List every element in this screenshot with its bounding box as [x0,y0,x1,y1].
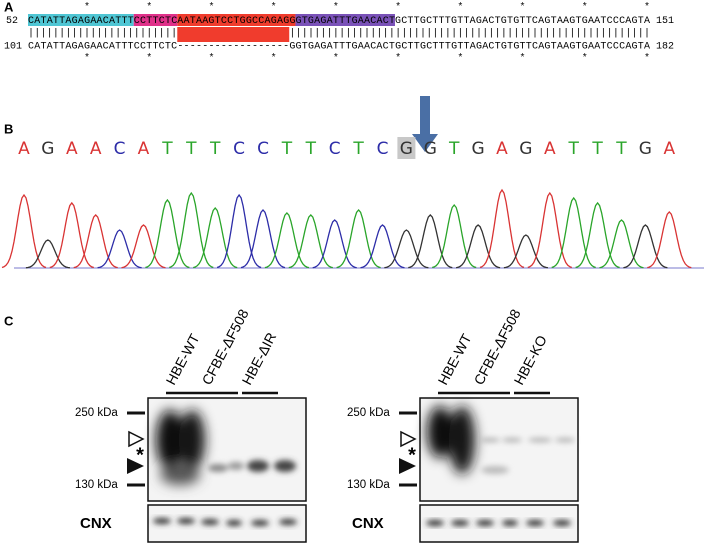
trace-peak [575,201,620,269]
base-call: C [114,139,126,159]
trace-peak [623,224,668,269]
trace-peak [216,193,262,269]
trace-peak [408,214,453,269]
marker-label: 130 kDa [347,479,390,491]
base-call: A [544,139,556,159]
base-call: G [519,139,532,159]
base-call: C [377,139,389,159]
lane-label: HBE-WT [435,331,475,388]
trace-peak [169,191,214,269]
base-call: T [305,139,317,159]
band-mark: * [136,444,144,466]
loading-label: CNX [80,515,112,532]
base-call: G [400,139,413,159]
base-call: A [496,139,508,159]
sequence-highlight [28,14,134,26]
lane-label: HBE-WT [163,331,203,388]
sequence-start: 52 [6,16,18,27]
filled-arrowhead [127,458,144,474]
base-call: T [185,139,197,159]
base-call: C [329,139,341,159]
blot-left [147,397,307,543]
base-call: T [568,139,580,159]
sequence-highlight [133,14,178,26]
trace-peak [1,193,47,269]
filled-arrowhead [399,458,416,474]
trace-peak [193,206,238,269]
trace-peak [240,209,286,269]
query-sequence: GCTTGCTTTGTTAGACTGTGTTCAGTAAGTGAATCCCAGT… [395,16,650,27]
trace-peak [503,234,549,269]
loading-label: CNX [352,515,384,532]
open-arrowhead [400,430,417,448]
trace-peak [551,196,596,269]
sequence-start: 101 [4,42,22,53]
base-call: A [663,139,675,159]
base-call: A [18,139,30,159]
marker-label: 130 kDa [75,479,118,491]
base-call: C [257,139,269,159]
base-call: G [424,139,437,159]
base-call: G [41,139,54,159]
trace-peak [384,229,429,269]
base-call: A [138,139,150,159]
trace-peak [121,224,166,269]
trace-peak [360,224,405,269]
sequence-highlight [295,14,395,26]
trace-peak [49,201,94,269]
trace-peak [145,198,190,269]
base-call: T [352,139,364,159]
match-line: |||||||||||||||||||||||| |||||||||||||||… [28,28,650,40]
trace-peak [647,211,692,269]
lane-label: HBE-ΔIR [239,330,280,388]
trace-peak [599,219,644,269]
trace-peak [73,214,118,269]
trace-peak [288,214,333,269]
panel-label: B [4,121,13,136]
open-arrowhead [128,430,145,448]
query-sequence: CCTTCTC [134,16,178,27]
trace-peak [432,203,477,269]
sequence-end: 182 [656,42,674,53]
conservation-stars: * * * * * * * * * * [28,53,650,65]
base-call: A [90,139,102,159]
trace-peak [455,224,501,269]
blot-right [419,397,579,543]
base-call: T [615,139,627,159]
base-call: C [233,139,245,159]
trace-peak [336,209,381,269]
query-sequence: CATATTAGAGAACATTT [28,16,134,27]
query-sequence: GTGAGATTTGAACACT [295,16,395,27]
base-highlight [397,137,416,159]
base-call: G [639,139,652,159]
marker-label: 250 kDa [75,407,118,419]
panel-label: C [4,313,14,328]
base-call: T [281,139,293,159]
base-call: T [591,139,603,159]
base-call: T [209,139,221,159]
deletion-highlight [177,27,290,42]
conservation-stars: * * * * * * * * * * [28,2,650,14]
arrow [412,96,438,152]
lane-label: HBE-KO [511,332,550,387]
trace-peak [25,239,70,269]
base-call: T [448,139,460,159]
trace-peak [264,212,310,269]
trace-peak [97,229,142,269]
base-call: T [161,139,173,159]
band-mark: * [408,444,416,466]
marker-label: 250 kDa [347,407,390,419]
panel-label: A [4,0,14,14]
subject-sequence: CATATTAGAGAACATTTCCTTCTC----------------… [28,42,650,53]
sequence-highlight [177,14,296,26]
trace-peak [312,219,357,269]
trace-peak [527,191,573,269]
base-call: A [66,139,78,159]
query-sequence: AATAAGTCCTGGCCAGAGG [177,16,295,27]
sequence-end: 151 [656,16,674,27]
trace-peak [479,188,525,269]
base-call: G [472,139,485,159]
